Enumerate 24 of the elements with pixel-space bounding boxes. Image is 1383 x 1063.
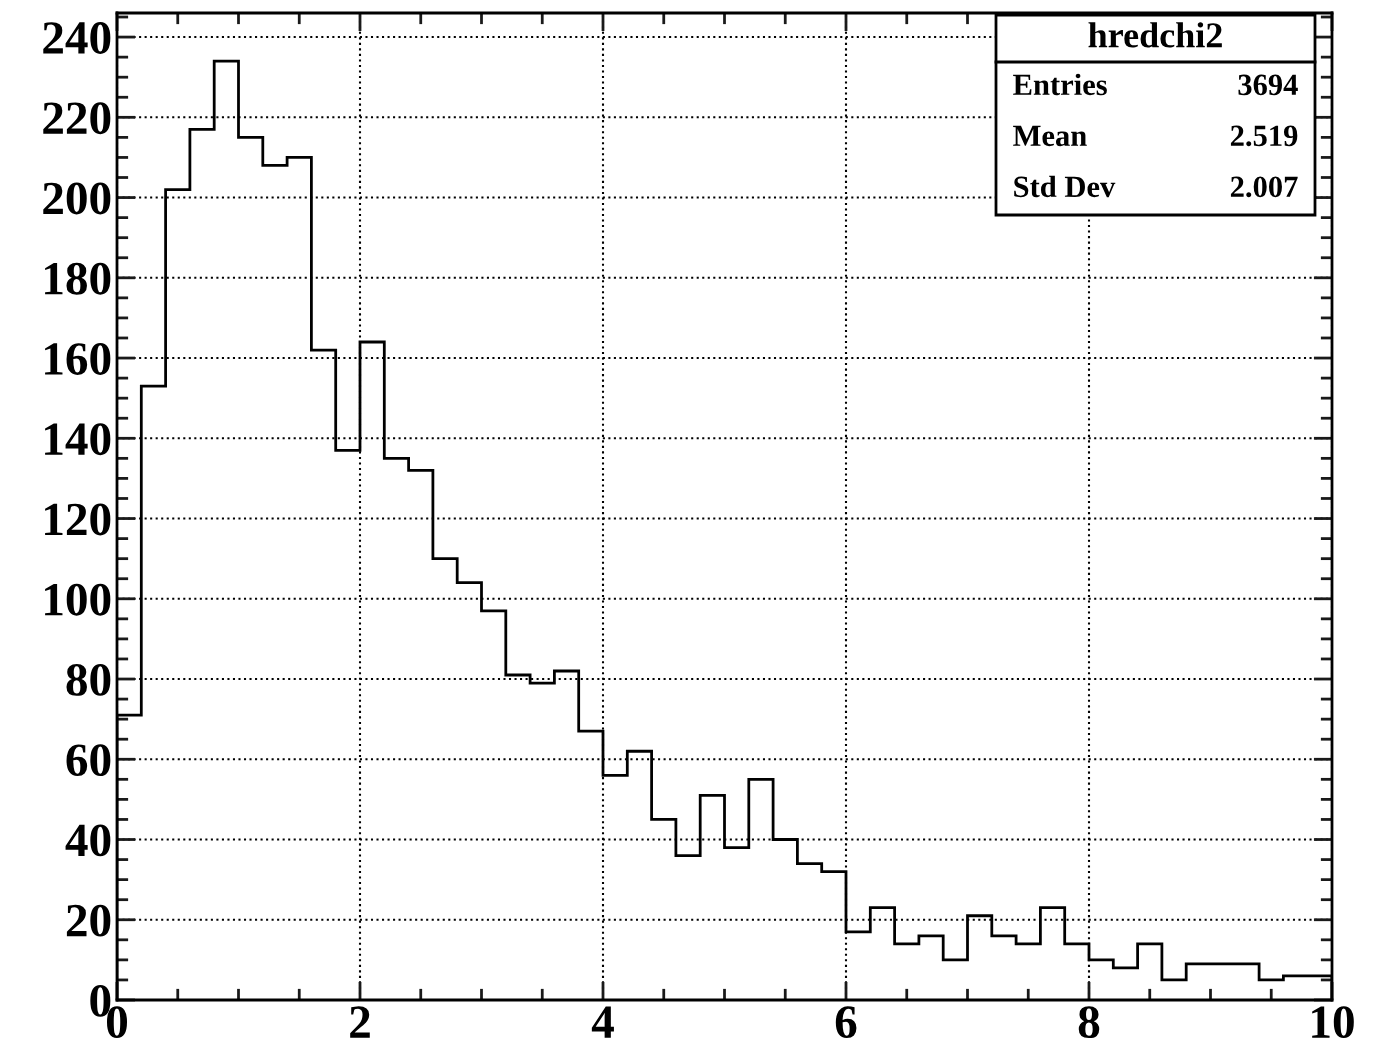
y-tick-label: 200 <box>43 182 111 215</box>
y-tick-label: 180 <box>45 262 111 295</box>
annotation: Std Dev <box>1014 175 1116 198</box>
x-tick-label: 4 <box>591 1006 614 1038</box>
x-tick-label: 10 <box>1312 1006 1354 1039</box>
x-tick-label: 8 <box>1078 1006 1100 1039</box>
y-tick-label: 80 <box>66 664 111 696</box>
y-tick-label: 120 <box>45 503 111 536</box>
annotation: Entries <box>1013 73 1107 96</box>
y-tick-label: 40 <box>65 824 111 857</box>
annotation: 2.007 <box>1230 176 1298 198</box>
annotation: hredchi2 <box>1088 22 1222 48</box>
annotation: Mean <box>1013 125 1087 147</box>
x-tick-label: 2 <box>350 1006 370 1038</box>
y-tick-label: 60 <box>66 744 111 777</box>
y-tick-label: 100 <box>45 583 111 616</box>
y-tick-label: 240 <box>43 22 111 54</box>
y-tick-label: 140 <box>45 423 111 456</box>
annotation: 3694 <box>1238 74 1298 96</box>
y-tick-label: 160 <box>45 343 111 375</box>
annotation: 2.519 <box>1230 125 1298 147</box>
y-tick-label: 220 <box>43 102 111 135</box>
x-tick-label: 6 <box>835 1006 857 1039</box>
y-tick-label: 20 <box>66 904 111 937</box>
